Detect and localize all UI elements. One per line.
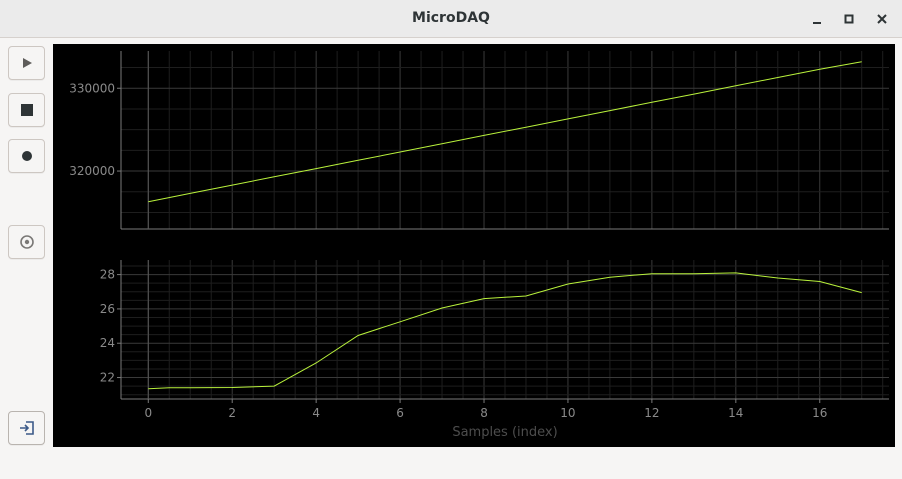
x-tick-label: 0 — [144, 406, 152, 420]
minimize-icon — [813, 22, 821, 24]
y-tick-label: 22 — [100, 371, 115, 385]
x-tick-label: 10 — [560, 406, 575, 420]
x-axis-label: Samples (index) — [452, 425, 557, 440]
y-tick-label: 320000 — [69, 164, 115, 178]
plot-area[interactable]: 320000 330000 22 24 26 28 0 2 4 6 8 10 12 14 16 Samples… — [53, 44, 895, 447]
x-tick-label: 14 — [728, 406, 743, 420]
title-bar: MicroDAQ — [0, 0, 902, 38]
maximize-icon — [844, 14, 854, 24]
close-icon — [877, 14, 887, 24]
y-tick-label: 24 — [100, 336, 115, 350]
x-tick-label: 2 — [228, 406, 236, 420]
record-button[interactable] — [8, 139, 45, 173]
export-button[interactable] — [8, 411, 45, 445]
x-tick-label: 8 — [480, 406, 488, 420]
stop-button[interactable] — [8, 93, 45, 127]
login-icon — [19, 421, 34, 435]
close-button[interactable] — [871, 8, 893, 30]
y-tick-label: 28 — [100, 268, 115, 282]
record-icon — [21, 151, 32, 161]
window-title: MicroDAQ — [412, 10, 490, 26]
y-tick-label: 26 — [100, 302, 115, 316]
stop-icon — [20, 104, 33, 116]
target-icon — [19, 235, 34, 249]
x-tick-label: 12 — [644, 406, 659, 420]
settings-button[interactable] — [8, 225, 45, 259]
x-tick-label: 16 — [812, 406, 827, 420]
play-button[interactable] — [8, 46, 45, 80]
x-tick-label: 4 — [312, 406, 320, 420]
maximize-button[interactable] — [838, 8, 860, 30]
series-line — [148, 61, 862, 203]
series-line — [148, 272, 862, 390]
y-tick-label: 330000 — [69, 81, 115, 95]
minimize-button[interactable] — [806, 8, 828, 30]
play-icon — [22, 58, 32, 68]
x-tick-label: 6 — [396, 406, 404, 420]
